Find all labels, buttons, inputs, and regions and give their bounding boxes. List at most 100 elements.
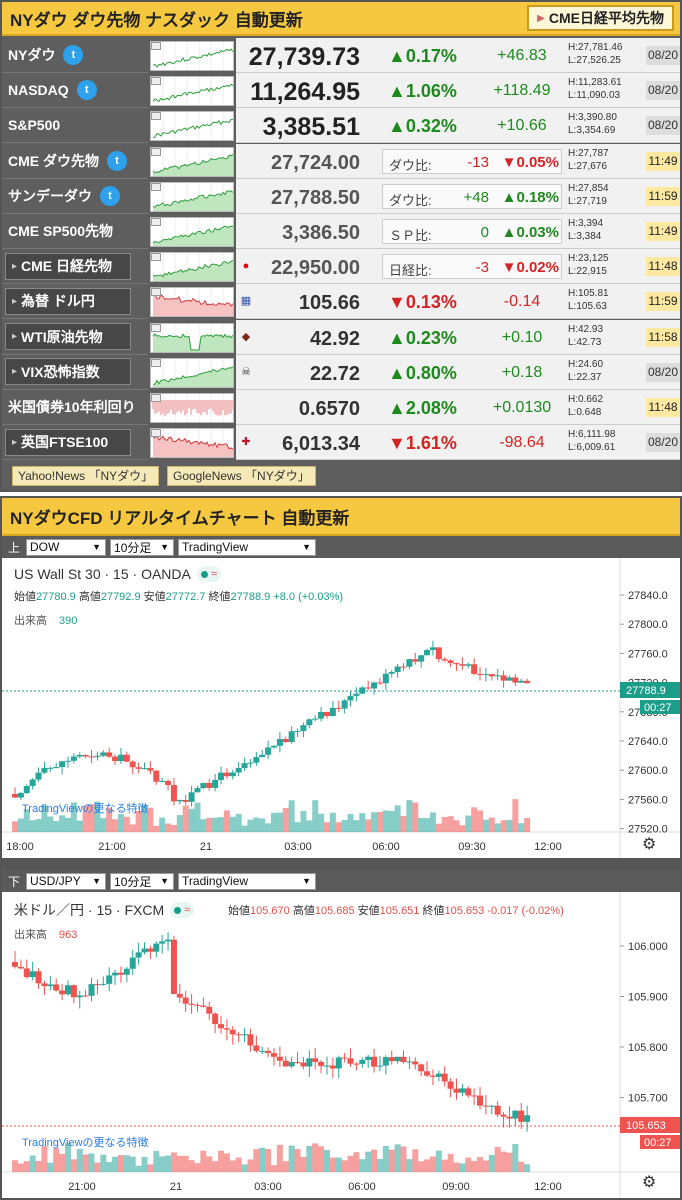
yahoo-news-link[interactable]: Yahoo!News 「NYダウ」	[12, 466, 160, 486]
quote-name-cell[interactable]: CME 日経先物	[2, 249, 148, 285]
quote-row[interactable]: CME ダウ先物 t 27,724.00 ダウ比: -13 ▼0.05% H:27,787 L…	[2, 143, 680, 179]
twitter-icon[interactable]: t	[76, 80, 97, 101]
quote-name[interactable]: CME SP500先物	[8, 223, 114, 239]
open-value: 105.670	[250, 905, 290, 917]
sparkline[interactable]	[150, 111, 234, 142]
candle-body	[170, 939, 177, 994]
quote-name[interactable]: S&P500	[8, 117, 61, 134]
quote-row[interactable]: VIX恐怖指数 ☠ 22.72 ▲0.80% +0.18 H:24.60L:22.37 08…	[2, 354, 680, 390]
quote-row[interactable]: 米国債券10年利回り 0.6570 ▲2.08% +0.0130 H:0.662 L:0.…	[2, 390, 680, 425]
quote-row[interactable]: CME 日経先物 ● 22,950.00 日経比: -3 ▼0.02% H:23,125L:…	[2, 249, 680, 285]
candle-body	[12, 962, 18, 967]
candle-body	[371, 682, 378, 689]
sparkline[interactable]	[150, 41, 234, 71]
sparkline[interactable]	[150, 146, 234, 177]
sparkline[interactable]	[150, 393, 234, 423]
volume-bar	[453, 820, 460, 832]
quote-name-cell[interactable]: 米国債券10年利回り	[2, 390, 148, 425]
sparkline[interactable]	[150, 428, 234, 459]
quote-name[interactable]: NASDAQ	[8, 82, 69, 99]
quote-name-cell[interactable]: NYダウ t	[2, 38, 148, 73]
update-time: 11:59	[646, 186, 680, 206]
volume-bar	[17, 818, 24, 832]
quote-name-cell[interactable]: 為替 ドル円	[2, 284, 148, 320]
cme-nikkei-button[interactable]: ▶ CME日経平均先物	[527, 5, 674, 31]
quote-name[interactable]: CME ダウ先物	[8, 152, 99, 169]
sparkline[interactable]	[150, 181, 234, 212]
sparkline-graph	[152, 288, 233, 317]
lower-symbol-select[interactable]: USD/JPY ▼	[26, 872, 107, 890]
quote-name[interactable]: 英国FTSE100	[5, 428, 131, 456]
volume-bar	[306, 820, 313, 832]
sparkline[interactable]	[150, 217, 234, 247]
quote-name-cell[interactable]: CME ダウ先物 t	[2, 143, 148, 179]
sparkline[interactable]	[150, 287, 234, 318]
google-news-link[interactable]: GoogleNews 「NYダウ」	[167, 466, 316, 486]
quote-name-cell[interactable]: CME SP500先物	[2, 214, 148, 249]
quote-row[interactable]: NYダウ t 27,739.73 ▲0.17% +46.83 H:27,781.46 L:2…	[2, 38, 680, 73]
quote-name[interactable]: NYダウ	[8, 47, 56, 63]
lower-chart-canvas[interactable]: 106.000 105.900 105.800 105.700 21:00 21 03:00…	[2, 892, 680, 1198]
lower-candlestick-chart[interactable]: 106.000 105.900 105.800 105.700 21:00 21 03:00…	[2, 892, 680, 1198]
candle-body	[64, 760, 71, 762]
candle-body	[506, 677, 513, 681]
quote-row[interactable]: NASDAQ t 11,264.95 ▲1.06% +118.49 H:11,283.61…	[2, 73, 680, 109]
volume-bar	[129, 824, 136, 832]
quote-name-cell[interactable]: VIX恐怖指数	[2, 354, 148, 390]
upper-chart-canvas[interactable]: 27840.027800.027760.027720.027680.027640…	[2, 558, 680, 858]
twitter-icon[interactable]: t	[107, 150, 127, 171]
twitter-icon[interactable]: t	[63, 45, 84, 65]
volume-bar	[223, 1153, 230, 1172]
tradingview-link[interactable]: TradingViewの更なる特徴	[22, 803, 149, 815]
quote-row[interactable]: S&P500 3,385.51 ▲0.32% +10.66 H:3,390.80 L:3,…	[2, 108, 680, 144]
quote-name[interactable]: サンデーダウ	[8, 187, 92, 204]
volume-bar	[76, 820, 83, 832]
candle-body	[170, 785, 177, 802]
candle-body	[282, 739, 289, 742]
sparkline[interactable]	[150, 76, 234, 107]
quote-name-cell[interactable]: S&P500	[2, 108, 148, 144]
sparkline[interactable]	[150, 357, 234, 388]
quote-name-cell[interactable]: 英国FTSE100	[2, 425, 148, 461]
gear-icon[interactable]: ⚙	[642, 1174, 657, 1191]
sparkline-graph	[152, 182, 233, 211]
candle-body	[318, 1061, 325, 1067]
upper-symbol-select[interactable]: DOW ▼	[26, 538, 107, 556]
low-label: 安値	[143, 591, 166, 603]
candle-body	[123, 754, 130, 762]
quote-row[interactable]: CME SP500先物 3,386.50 ＳＰ比: 0 ▲0.03% H:3,394 L:3…	[2, 214, 680, 249]
quote-name[interactable]: VIX恐怖指数	[5, 358, 131, 386]
candle-body	[70, 985, 77, 998]
comparison-pct: ▼0.02%	[501, 259, 559, 277]
comparison-box: ダウ比: -13 ▼0.05%	[382, 148, 562, 174]
quote-name-cell[interactable]: WTI原油先物	[2, 319, 148, 355]
quote-row[interactable]: WTI原油先物 ◆ 42.92 ▲0.23% +0.10 H:42.93L:42.73 11…	[2, 319, 680, 355]
gear-icon[interactable]: ⚙	[642, 836, 657, 853]
quote-row[interactable]: サンデーダウ t 27,788.50 ダウ比: +48 ▲0.18% H:27,854 L:2…	[2, 178, 680, 214]
quote-name-cell[interactable]: NASDAQ t	[2, 73, 148, 109]
lower-interval-select[interactable]: 10分足 ▼	[110, 872, 175, 890]
quote-row[interactable]: 為替 ドル円 ▦ 105.66 ▼0.13% -0.14 H:105.81L:105.63…	[2, 284, 680, 320]
upper-candlestick-chart[interactable]: 27840.027800.027760.027720.027680.027640…	[2, 558, 680, 858]
candle-body	[94, 984, 101, 986]
sparkline[interactable]	[150, 322, 234, 353]
quote-name-cell[interactable]: サンデーダウ t	[2, 178, 148, 214]
lower-provider-select[interactable]: TradingView ▼	[178, 872, 317, 890]
upper-provider-select[interactable]: TradingView ▼	[178, 538, 317, 556]
quote-name[interactable]: WTI原油先物	[5, 323, 131, 351]
tradingview-link[interactable]: TradingViewの更なる特徴	[22, 1137, 149, 1149]
twitter-icon[interactable]: t	[100, 185, 120, 206]
candle-body	[265, 747, 272, 755]
candle-body	[218, 772, 225, 780]
candle-body	[241, 763, 248, 769]
sparkline[interactable]	[150, 252, 234, 283]
quote-name[interactable]: 為替 ドル円	[5, 287, 131, 315]
y-tick-label: 27560.0	[628, 794, 668, 806]
x-tick-label: 21:00	[68, 1181, 96, 1193]
update-time: 11:48	[646, 257, 680, 277]
volume-bar	[412, 1149, 419, 1172]
quote-name[interactable]: 米国債券10年利回り	[8, 399, 136, 415]
quote-row[interactable]: 英国FTSE100 ✚ 6,013.34 ▼1.61% -98.64 H:6,111.98…	[2, 425, 680, 461]
quote-name[interactable]: CME 日経先物	[5, 252, 131, 280]
upper-interval-select[interactable]: 10分足 ▼	[110, 538, 175, 556]
